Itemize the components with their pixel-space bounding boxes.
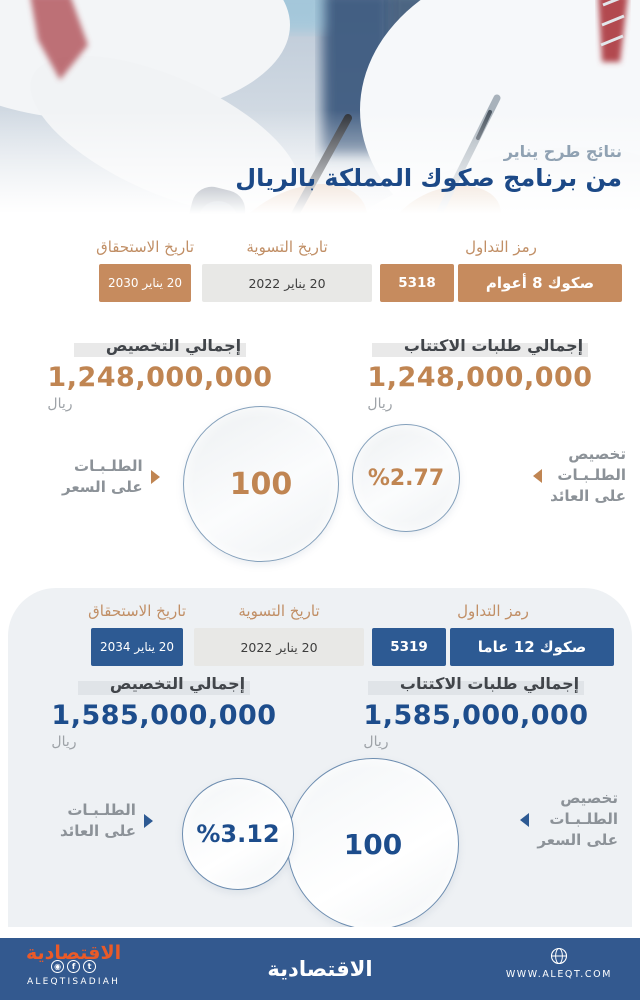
brand-block: الاقتصادية ◉ f t ALEQTISADIAH xyxy=(26,943,121,987)
settlement-column: تاريخ التسوية 20 يناير 2022 xyxy=(202,238,372,302)
subscriptions-stat: إجمالي طلبات الاكتتاب 1,585,000,000 ريال xyxy=(320,674,632,750)
tranche-8y-section: رمز التداول صكوك 8 أعوام 5318 تاريخ التس… xyxy=(0,238,640,588)
yield-orders-circle: %3.12 xyxy=(182,778,294,890)
currency-label: ريال xyxy=(363,734,389,750)
yield-allocation-value: %2.77 xyxy=(367,465,445,491)
price-orders-label: الطلـبـات على السعر xyxy=(62,456,160,498)
subscriptions-stat: إجمالي طلبات الاكتتاب 1,248,000,000 ريال xyxy=(320,336,640,412)
allocation-label: إجمالي التخصيص xyxy=(77,674,251,695)
yield-allocation-circle: %2.77 xyxy=(352,424,460,532)
yield-orders-value: %3.12 xyxy=(196,820,280,848)
subscriptions-label: إجمالي طلبات الاكتتاب xyxy=(367,674,585,695)
facebook-icon: f xyxy=(67,959,81,973)
price-allocation-circle: 100 xyxy=(287,758,459,927)
price-allocation-label: تخصيص الطلـبـات على السعر xyxy=(520,788,618,851)
page-subtitle: نتائج طرح يناير xyxy=(503,142,622,161)
website-url: WWW.ALEQT.COM xyxy=(505,969,612,980)
settlement-date-box: 20 يناير 2022 xyxy=(202,264,372,302)
sukuk-name-box: صكوك 8 أعوام xyxy=(458,264,622,302)
allocation-stat: إجمالي التخصيص 1,585,000,000 ريال xyxy=(8,674,320,750)
yield-orders-label: الطلـبـات على العائد xyxy=(60,800,153,842)
sukuk-code-box: 5319 xyxy=(372,628,446,666)
price-orders-circle: 100 xyxy=(183,406,339,562)
arrow-left-icon xyxy=(533,468,543,483)
price-allocation-value: 100 xyxy=(343,827,403,861)
allocation-value: 1,585,000,000 xyxy=(51,700,277,731)
settlement-label: تاريخ التسوية xyxy=(246,238,328,256)
maturity-column: تاريخ الاستحقاق 20 يناير 2030 xyxy=(96,238,194,302)
globe-icon xyxy=(550,947,567,965)
hero-photo-illustration xyxy=(0,0,640,232)
tranche-12y-circles: 100 %3.12 الطلـبـات على العائد تخصيص الط… xyxy=(8,744,632,927)
tranche-8y-info-row: رمز التداول صكوك 8 أعوام 5318 تاريخ التس… xyxy=(0,238,640,302)
brand-center-logo: الاقتصادية xyxy=(267,957,373,981)
maturity-label: تاريخ الاستحقاق xyxy=(96,238,194,256)
trading-symbol-column: رمز التداول صكوك 8 أعوام 5318 xyxy=(380,238,622,302)
price-orders-value: 100 xyxy=(229,466,293,502)
subscriptions-value: 1,585,000,000 xyxy=(363,700,589,731)
tranche-12y-stats: إجمالي طلبات الاكتتاب 1,585,000,000 ريال… xyxy=(8,674,632,750)
allocation-value: 1,248,000,000 xyxy=(47,362,273,393)
yield-allocation-label: تخصيص الطلـبـات على العائد xyxy=(533,444,626,507)
arrow-right-icon xyxy=(150,470,160,484)
currency-label: ريال xyxy=(47,396,73,412)
allocation-label: إجمالي التخصيص xyxy=(73,336,247,357)
arrow-left-icon xyxy=(520,812,530,827)
tranche-12y-info-row: رمز التداول صكوك 12 عاما 5319 تاريخ التس… xyxy=(8,602,632,666)
tranche-12y-section: رمز التداول صكوك 12 عاما 5319 تاريخ التس… xyxy=(8,588,632,927)
maturity-label: تاريخ الاستحقاق xyxy=(88,602,186,620)
trading-symbol-column: رمز التداول صكوك 12 عاما 5319 xyxy=(372,602,614,666)
currency-label: ريال xyxy=(51,734,77,750)
tranche-8y-circles: 100 %2.77 الطلـبـات على السعر تخصيص الطل… xyxy=(0,406,640,588)
subscriptions-value: 1,248,000,000 xyxy=(367,362,593,393)
maturity-column: تاريخ الاستحقاق 20 يناير 2034 xyxy=(88,602,186,666)
subscriptions-label: إجمالي طلبات الاكتتاب xyxy=(371,336,589,357)
instagram-icon: ◉ xyxy=(51,959,65,973)
website-block: WWW.ALEQT.COM xyxy=(506,947,612,980)
arrow-right-icon xyxy=(143,814,153,828)
settlement-column: تاريخ التسوية 20 يناير 2022 xyxy=(194,602,364,666)
settlement-date-box: 20 يناير 2022 xyxy=(194,628,364,666)
tranche-8y-stats: إجمالي طلبات الاكتتاب 1,248,000,000 ريال… xyxy=(0,336,640,412)
brand-logo: الاقتصادية xyxy=(26,942,122,964)
currency-label: ريال xyxy=(367,396,393,412)
footer: الاقتصادية ◉ f t ALEQTISADIAH الاقتصادية… xyxy=(0,938,640,1000)
sukuk-code-box: 5318 xyxy=(380,264,454,302)
page-title: من برنامج صكوك المملكة بالريال xyxy=(235,164,622,192)
sukuk-name-box: صكوك 12 عاما xyxy=(450,628,614,666)
brand-name-latin: ALEQTISADIAH xyxy=(27,976,121,987)
maturity-date-box: 20 يناير 2034 xyxy=(91,628,184,666)
twitter-icon: t xyxy=(83,959,97,973)
social-icons: ◉ f t xyxy=(51,959,97,973)
trading-symbol-label: رمز التداول xyxy=(457,602,529,620)
maturity-date-box: 20 يناير 2030 xyxy=(99,264,192,302)
allocation-stat: إجمالي التخصيص 1,248,000,000 ريال xyxy=(0,336,320,412)
trading-symbol-label: رمز التداول xyxy=(465,238,537,256)
settlement-label: تاريخ التسوية xyxy=(238,602,320,620)
hero-photo: نتائج طرح يناير من برنامج صكوك المملكة ب… xyxy=(0,0,640,232)
